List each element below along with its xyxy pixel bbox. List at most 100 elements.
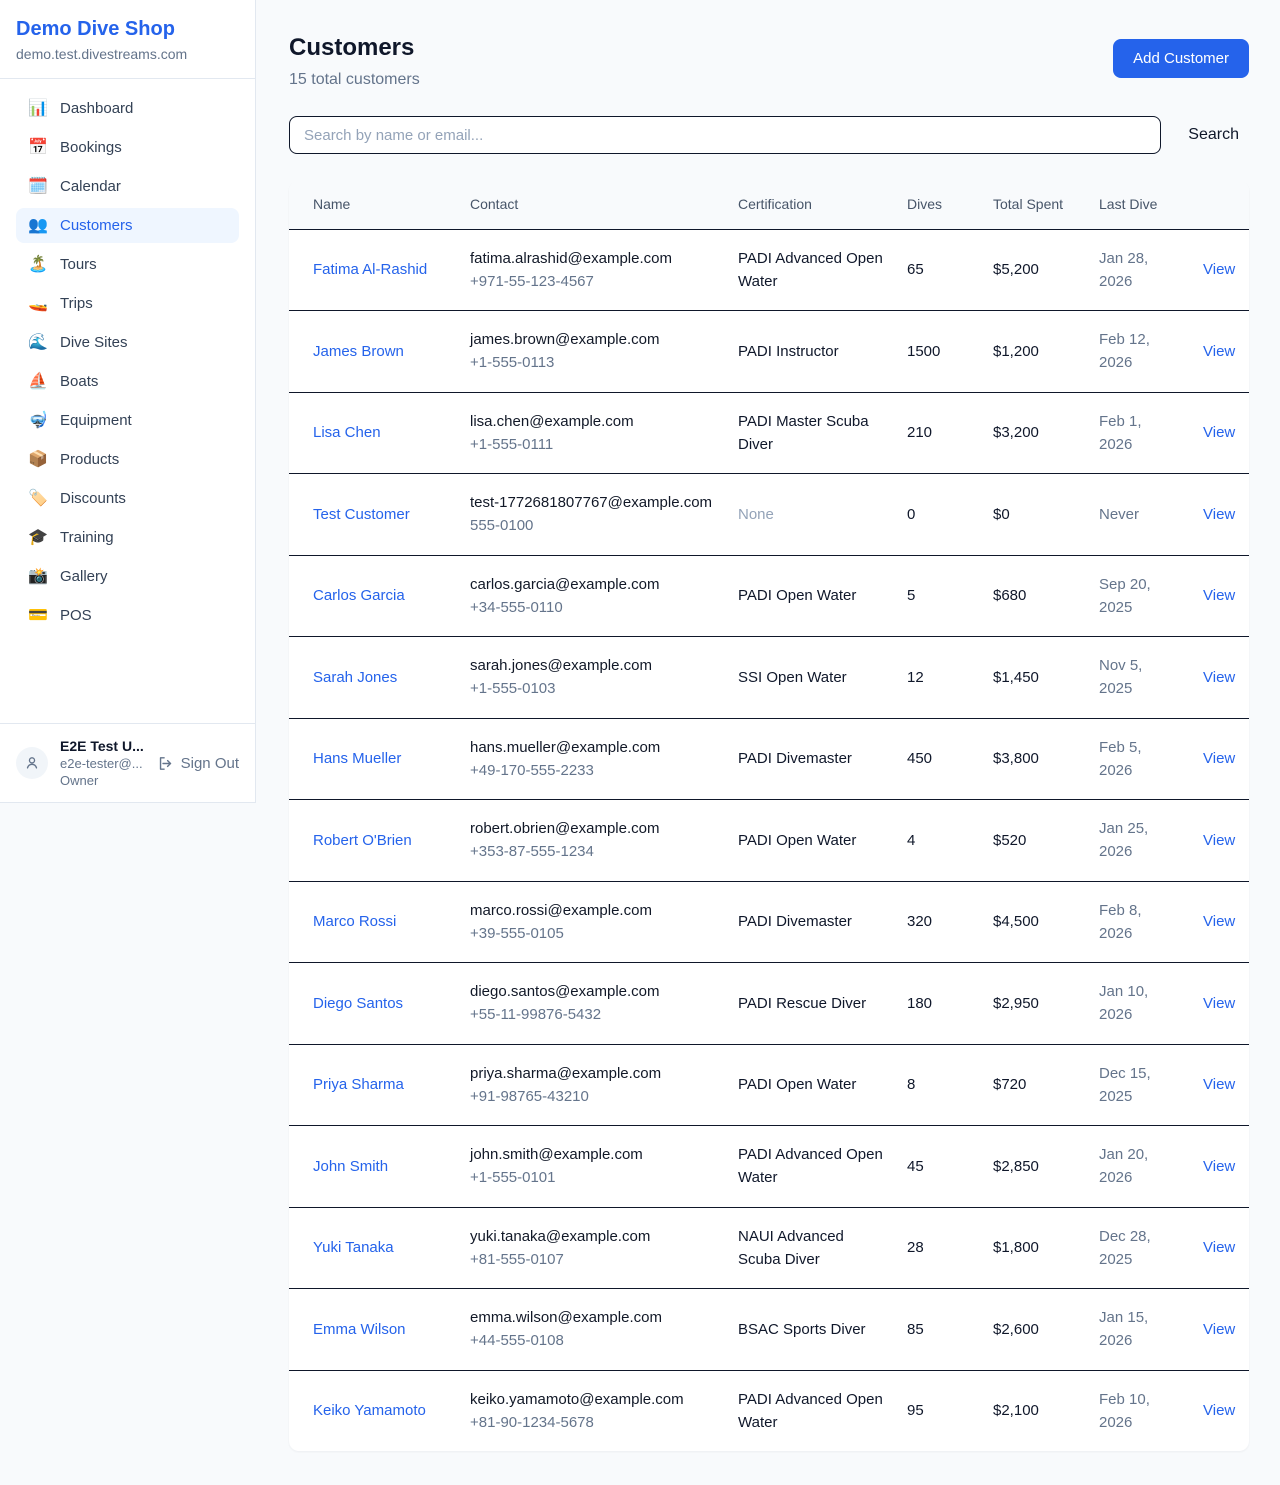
customer-name-link[interactable]: Fatima Al-Rashid bbox=[313, 261, 428, 279]
view-link[interactable]: View bbox=[1203, 750, 1236, 768]
customer-last-dive: Jan 25, 2026 bbox=[1099, 820, 1149, 861]
customer-dives: 180 bbox=[907, 994, 933, 1012]
table-row: Yuki Tanaka yuki.tanaka@example.com +81-… bbox=[289, 1207, 1249, 1290]
sign-out-button[interactable]: Sign Out bbox=[157, 755, 239, 772]
sidebar-item-dashboard[interactable]: 📊 Dashboard bbox=[16, 91, 239, 126]
customer-name-link[interactable]: Emma Wilson bbox=[313, 1320, 406, 1338]
sidebar-item-dive-sites[interactable]: 🌊 Dive Sites bbox=[16, 325, 239, 360]
customer-email: emma.wilson@example.com bbox=[470, 1309, 662, 1327]
customer-phone: 555-0100 bbox=[470, 517, 534, 535]
customer-name-link[interactable]: Marco Rossi bbox=[313, 913, 397, 931]
sidebar-item-pos[interactable]: 💳 POS bbox=[16, 598, 239, 633]
customer-email: hans.mueller@example.com bbox=[470, 738, 661, 756]
sidebar-item-label: Calendar bbox=[60, 178, 121, 195]
sidebar-item-label: Bookings bbox=[60, 139, 122, 156]
search-input[interactable] bbox=[289, 116, 1162, 154]
table-row: Lisa Chen lisa.chen@example.com +1-555-0… bbox=[289, 392, 1249, 475]
table-row: Diego Santos diego.santos@example.com +5… bbox=[289, 962, 1249, 1045]
view-link[interactable]: View bbox=[1203, 261, 1236, 279]
customer-name-link[interactable]: Yuki Tanaka bbox=[313, 1239, 394, 1257]
customer-certification: PADI Advanced Open Water bbox=[738, 1146, 883, 1187]
sidebar-item-tours[interactable]: 🏝️ Tours bbox=[16, 247, 239, 282]
sidebar-item-label: Tours bbox=[60, 256, 97, 273]
customer-dives: 0 bbox=[907, 505, 916, 523]
view-link[interactable]: View bbox=[1203, 1320, 1236, 1338]
view-link[interactable]: View bbox=[1203, 587, 1236, 605]
view-link[interactable]: View bbox=[1203, 831, 1236, 849]
sidebar-item-label: Gallery bbox=[60, 568, 108, 585]
customer-email: keiko.yamamoto@example.com bbox=[470, 1390, 684, 1408]
column-header-last-dive: Last Dive bbox=[1087, 181, 1191, 230]
customer-phone: +1-555-0101 bbox=[470, 1169, 556, 1187]
sidebar-item-label: Equipment bbox=[60, 412, 132, 429]
view-link[interactable]: View bbox=[1203, 1239, 1236, 1257]
tours-icon: 🏝️ bbox=[28, 255, 48, 273]
customer-name-link[interactable]: Lisa Chen bbox=[313, 424, 381, 442]
customer-last-dive: Feb 8, 2026 bbox=[1099, 901, 1142, 942]
sidebar: Demo Dive Shop demo.test.divestreams.com… bbox=[0, 0, 256, 803]
customer-name-link[interactable]: James Brown bbox=[313, 342, 404, 360]
sidebar-item-customers[interactable]: 👥 Customers bbox=[16, 208, 239, 243]
table-row: Priya Sharma priya.sharma@example.com +9… bbox=[289, 1044, 1249, 1127]
customer-phone: +39-555-0105 bbox=[470, 924, 564, 942]
view-link[interactable]: View bbox=[1203, 1402, 1236, 1420]
avatar bbox=[16, 747, 48, 779]
customers-table: Name Contact Certification Dives Total S… bbox=[289, 181, 1249, 1451]
customer-certification: BSAC Sports Diver bbox=[738, 1320, 866, 1338]
sidebar-item-products[interactable]: 📦 Products bbox=[16, 442, 239, 477]
sidebar-item-discounts[interactable]: 🏷️ Discounts bbox=[16, 481, 239, 516]
sidebar-item-training[interactable]: 🎓 Training bbox=[16, 520, 239, 555]
sidebar-item-label: Dashboard bbox=[60, 100, 134, 117]
customer-name-link[interactable]: Sarah Jones bbox=[313, 668, 398, 686]
customer-total-spent: $720 bbox=[993, 1076, 1027, 1094]
customer-certification: PADI Open Water bbox=[738, 831, 857, 849]
view-link[interactable]: View bbox=[1203, 342, 1236, 360]
customer-name-link[interactable]: Priya Sharma bbox=[313, 1076, 404, 1094]
customer-last-dive: Feb 5, 2026 bbox=[1099, 738, 1142, 779]
view-link[interactable]: View bbox=[1203, 424, 1236, 442]
customer-name-link[interactable]: John Smith bbox=[313, 1157, 389, 1175]
customer-dives: 28 bbox=[907, 1239, 924, 1257]
column-header-dives: Dives bbox=[895, 181, 981, 230]
customer-name-link[interactable]: Robert O'Brien bbox=[313, 831, 412, 849]
sidebar-item-equipment[interactable]: 🤿 Equipment bbox=[16, 403, 239, 438]
customer-name-link[interactable]: Test Customer bbox=[313, 505, 410, 523]
view-link[interactable]: View bbox=[1203, 994, 1236, 1012]
view-link[interactable]: View bbox=[1203, 1157, 1236, 1175]
view-link[interactable]: View bbox=[1203, 1076, 1236, 1094]
search-button[interactable]: Search bbox=[1188, 126, 1249, 144]
customer-dives: 4 bbox=[907, 831, 916, 849]
dashboard-icon: 📊 bbox=[28, 99, 48, 117]
customer-name-link[interactable]: Carlos Garcia bbox=[313, 587, 405, 605]
add-customer-button[interactable]: Add Customer bbox=[1113, 39, 1249, 78]
customer-phone: +44-555-0108 bbox=[470, 1332, 564, 1350]
customer-total-spent: $0 bbox=[993, 505, 1010, 523]
sidebar-item-calendar[interactable]: 🗓️ Calendar bbox=[16, 169, 239, 204]
view-link[interactable]: View bbox=[1203, 913, 1236, 931]
sidebar-item-label: Discounts bbox=[60, 490, 126, 507]
customer-email: sarah.jones@example.com bbox=[470, 657, 652, 675]
calendar-icon: 🗓️ bbox=[28, 177, 48, 195]
sidebar-item-label: Boats bbox=[60, 373, 99, 390]
customer-last-dive: Dec 28, 2025 bbox=[1099, 1227, 1151, 1268]
customer-dives: 12 bbox=[907, 668, 924, 686]
customer-name-link[interactable]: Hans Mueller bbox=[313, 750, 402, 768]
customer-name-link[interactable]: Keiko Yamamoto bbox=[313, 1402, 426, 1420]
customer-last-dive: Jan 10, 2026 bbox=[1099, 983, 1149, 1024]
sidebar-item-trips[interactable]: 🚤 Trips bbox=[16, 286, 239, 321]
customer-phone: +353-87-555-1234 bbox=[470, 843, 594, 861]
sidebar-item-boats[interactable]: ⛵ Boats bbox=[16, 364, 239, 399]
customer-total-spent: $5,200 bbox=[993, 261, 1039, 279]
customer-phone: +55-11-99876-5432 bbox=[470, 1006, 602, 1024]
view-link[interactable]: View bbox=[1203, 668, 1236, 686]
sidebar-item-gallery[interactable]: 📸 Gallery bbox=[16, 559, 239, 594]
customer-total-spent: $2,850 bbox=[993, 1157, 1039, 1175]
customer-total-spent: $3,200 bbox=[993, 424, 1039, 442]
gallery-icon: 📸 bbox=[28, 567, 48, 585]
customer-name-link[interactable]: Diego Santos bbox=[313, 994, 404, 1012]
view-link[interactable]: View bbox=[1203, 505, 1236, 523]
sidebar-item-label: Customers bbox=[60, 217, 133, 234]
sidebar-item-bookings[interactable]: 📅 Bookings bbox=[16, 130, 239, 165]
customer-dives: 320 bbox=[907, 913, 933, 931]
customer-certification: None bbox=[738, 505, 774, 523]
